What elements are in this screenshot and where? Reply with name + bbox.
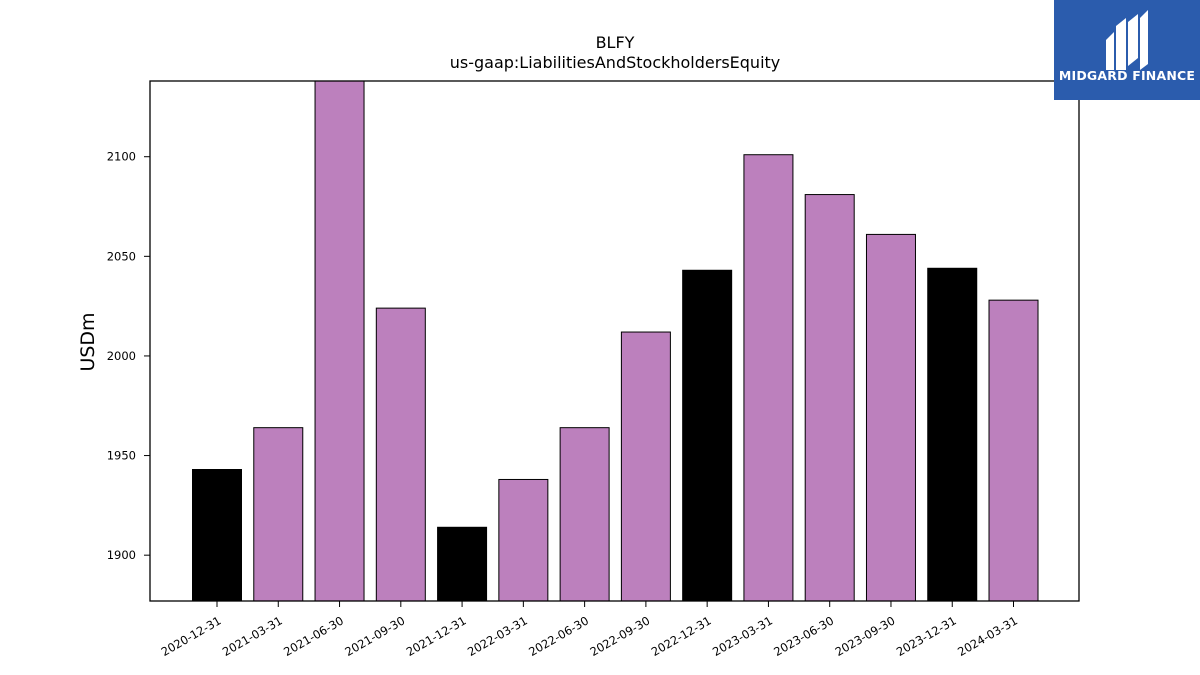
y-tick-label: 2000 bbox=[107, 349, 136, 363]
y-axis-label: USDm bbox=[77, 312, 99, 371]
x-tick-label: 2022-09-30 bbox=[588, 613, 653, 659]
y-tick-label: 1950 bbox=[107, 449, 136, 463]
x-tick-label: 2021-06-30 bbox=[281, 613, 346, 659]
x-tick-label: 2024-03-31 bbox=[955, 613, 1020, 659]
bar-2020-12-31 bbox=[192, 469, 242, 602]
bar-2023-03-31 bbox=[743, 154, 794, 602]
bar-2023-09-30 bbox=[865, 233, 916, 602]
y-tick-label: 2050 bbox=[107, 249, 136, 263]
bars-group bbox=[192, 80, 1039, 602]
bar-2021-09-30 bbox=[375, 307, 426, 602]
brand-name: MIDGARD FINANCE bbox=[1058, 68, 1196, 83]
x-tick-label: 2021-09-30 bbox=[342, 613, 407, 659]
chart-title: BLFY bbox=[596, 33, 635, 52]
brand-logo: MIDGARD FINANCE bbox=[1054, 0, 1200, 100]
x-tick-label: 2023-06-30 bbox=[771, 613, 836, 659]
bar-2021-06-30 bbox=[314, 80, 365, 602]
bar-2023-12-31 bbox=[927, 267, 978, 602]
plot-frame bbox=[149, 80, 1080, 602]
bar-2022-03-31 bbox=[498, 478, 549, 602]
bar-2022-09-30 bbox=[620, 331, 671, 602]
x-tick-label: 2021-03-31 bbox=[220, 613, 285, 659]
x-tick-label: 2021-12-31 bbox=[404, 613, 469, 659]
y-tick-label: 2100 bbox=[107, 150, 136, 164]
x-tick-label: 2022-12-31 bbox=[649, 613, 714, 659]
x-tick-label: 2022-03-31 bbox=[465, 613, 530, 659]
bar-2022-06-30 bbox=[559, 427, 610, 602]
bar-2021-03-31 bbox=[253, 427, 304, 602]
bar-2023-06-30 bbox=[804, 194, 855, 602]
y-axis-ticks: 1900 1950 2000 2050 2100 bbox=[107, 150, 150, 562]
bar-2022-12-31 bbox=[682, 269, 733, 602]
x-tick-label: 2023-09-30 bbox=[833, 613, 898, 659]
logo-mark-icon bbox=[1054, 0, 1200, 100]
x-tick-label: 2023-03-31 bbox=[710, 613, 775, 659]
x-axis-ticks: 2020-12-312021-03-312021-06-302021-09-30… bbox=[159, 601, 1020, 659]
bar-2021-12-31 bbox=[437, 526, 488, 602]
x-tick-label: 2022-06-30 bbox=[526, 613, 591, 659]
y-tick-label: 1900 bbox=[107, 548, 136, 562]
bar-2024-03-31 bbox=[988, 299, 1039, 602]
chart-subtitle: us-gaap:LiabilitiesAndStockholdersEquity bbox=[450, 53, 781, 72]
x-tick-label: 2020-12-31 bbox=[159, 613, 224, 659]
x-tick-label: 2023-12-31 bbox=[894, 613, 959, 659]
